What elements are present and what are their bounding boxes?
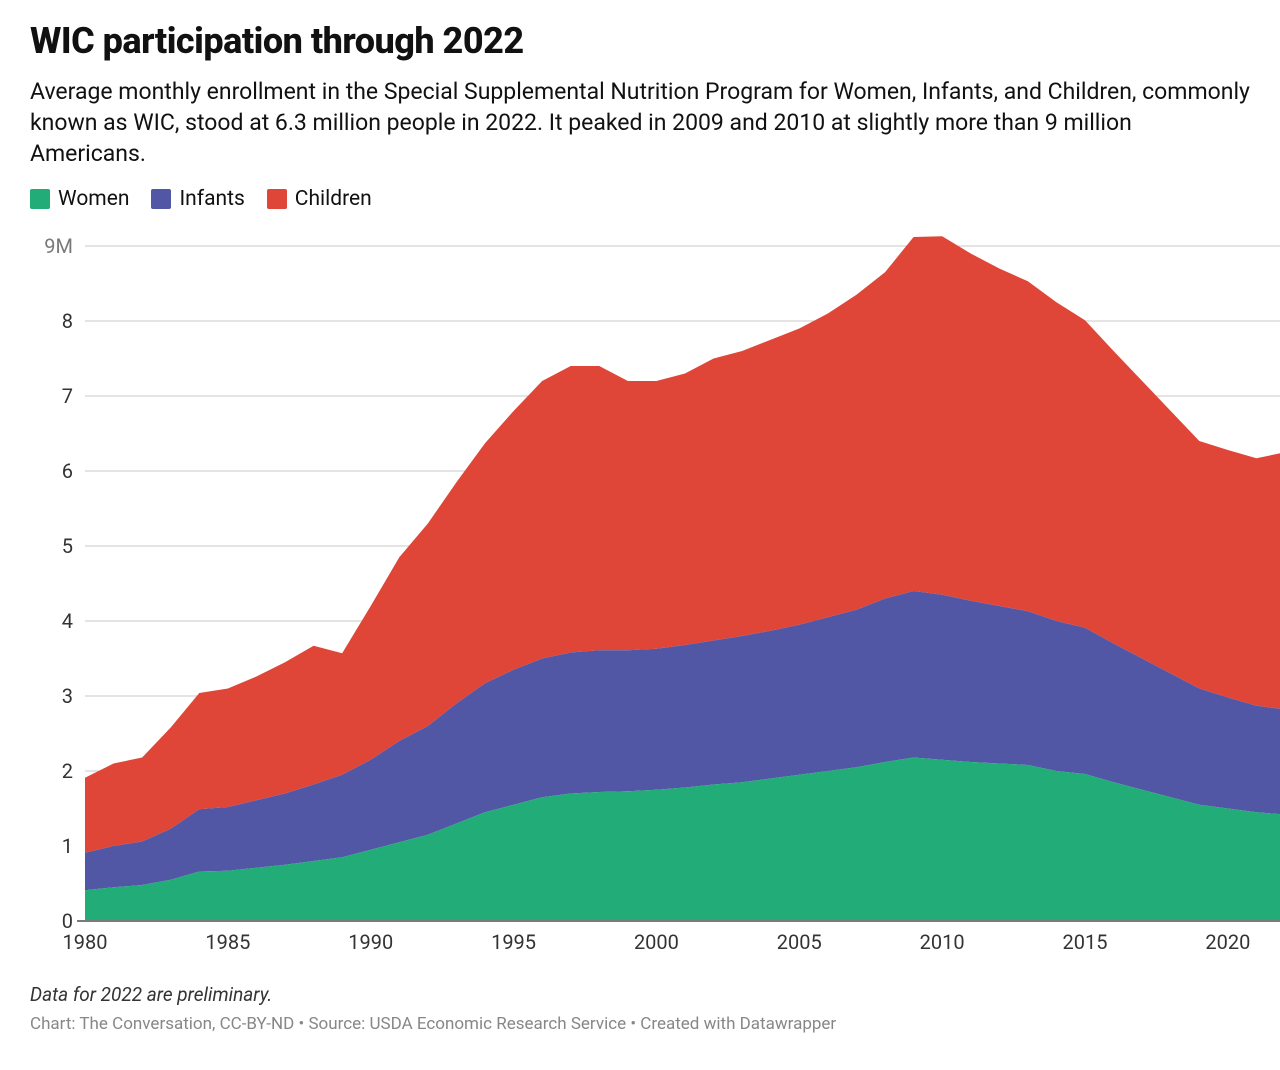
chart-title: WIC participation through 2022 [30,20,1250,62]
svg-text:1980: 1980 [63,930,108,954]
svg-text:5: 5 [62,534,73,558]
svg-text:6: 6 [62,459,73,483]
svg-text:1995: 1995 [491,930,536,954]
legend-swatch [267,189,287,209]
svg-text:2005: 2005 [777,930,822,954]
legend-label: Children [295,187,372,211]
chart-credits: Chart: The Conversation, CC-BY-ND • Sour… [30,1014,1250,1034]
svg-text:2000: 2000 [634,930,679,954]
chart-subtitle: Average monthly enrollment in the Specia… [30,76,1250,169]
legend-swatch [151,189,171,209]
chart-container: WIC participation through 2022 Average m… [0,0,1280,1054]
chart-footnote: Data for 2022 are preliminary. [30,983,1250,1006]
stacked-area-svg: 0123456789M19801985199019952000200520102… [30,221,1280,957]
svg-text:2010: 2010 [920,930,965,954]
svg-text:2020: 2020 [1205,930,1250,954]
legend-item: Infants [151,187,244,211]
legend-item: Children [267,187,372,211]
legend-label: Women [58,187,129,211]
svg-text:3: 3 [62,684,73,708]
legend-swatch [30,189,50,209]
svg-text:8: 8 [62,309,73,333]
legend: Women Infants Children [30,187,1250,211]
chart-plot: 0123456789M19801985199019952000200520102… [30,221,1250,961]
svg-text:9M: 9M [44,234,73,258]
svg-text:7: 7 [62,384,73,408]
svg-text:1: 1 [62,834,73,858]
svg-text:2015: 2015 [1063,930,1108,954]
svg-text:1985: 1985 [205,930,250,954]
svg-text:4: 4 [62,609,73,633]
legend-item: Women [30,187,129,211]
legend-label: Infants [179,187,244,211]
svg-text:1990: 1990 [348,930,393,954]
svg-text:2: 2 [62,759,73,783]
